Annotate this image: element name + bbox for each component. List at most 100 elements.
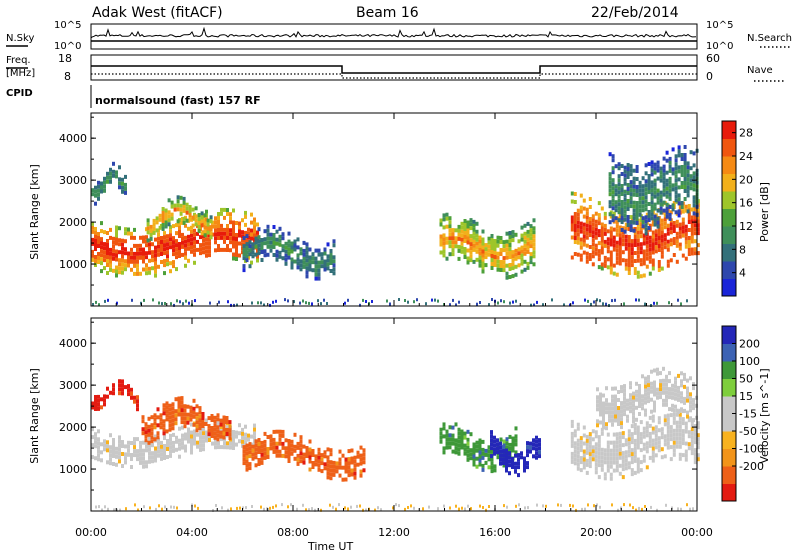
heatmap-cell (609, 262, 613, 267)
heatmap-cell (223, 215, 226, 220)
heatmap-cell (103, 254, 106, 259)
heatmap-cell (579, 440, 583, 445)
heatmap-cell (157, 240, 160, 245)
heatmap-cell (490, 266, 494, 270)
heatmap-cell (141, 427, 145, 432)
heatmap-cell (659, 166, 663, 171)
heatmap-cell (109, 461, 112, 466)
heatmap-cell (508, 455, 511, 460)
heatmap-cell (663, 414, 667, 419)
heatmap-cell (611, 394, 614, 399)
heatmap-cell (657, 232, 661, 236)
heatmap-cell (538, 446, 541, 451)
heatmap-cell (623, 384, 626, 389)
heatmap-cell (175, 251, 178, 256)
heatmap-cell (170, 200, 174, 205)
heatmap-cell (686, 165, 690, 170)
heatmap-cell (178, 454, 181, 459)
heatmap-cell (481, 229, 485, 234)
heatmap-cell (490, 461, 494, 466)
heatmap-cell (623, 408, 626, 413)
heatmap-cell (235, 430, 238, 435)
heatmap-cell (136, 437, 139, 442)
heatmap-cell (290, 241, 294, 246)
heatmap-cell (612, 460, 616, 465)
heatmap-cell (675, 219, 679, 224)
heatmap-cell (620, 188, 624, 192)
heatmap-cell (502, 461, 505, 466)
heatmap-cell (344, 457, 348, 462)
heatmap-cell (296, 245, 300, 250)
heatmap-cell (296, 257, 300, 262)
heatmap-cell (177, 400, 181, 405)
heatmap-cell (228, 428, 232, 433)
heatmap-cell (672, 241, 676, 245)
heatmap-cell (165, 405, 169, 410)
heatmap-cell (620, 389, 623, 394)
heatmap-cell (248, 264, 252, 269)
heatmap-cell (181, 433, 184, 438)
heatmap-cell (633, 239, 637, 243)
heatmap-cell (238, 241, 241, 246)
heatmap-cell (272, 241, 276, 245)
heatmap-cell (166, 447, 169, 451)
heatmap-cell (684, 204, 688, 209)
heatmap-cell (469, 250, 473, 255)
heatmap-cell (657, 448, 661, 453)
heatmap-cell (526, 221, 530, 226)
heatmap-cell (466, 236, 470, 241)
heatmap-cell (648, 439, 652, 444)
heatmap-cell (605, 302, 607, 306)
heatmap-cell (624, 266, 628, 271)
heatmap-cell (97, 252, 100, 256)
heatmap-cell (472, 247, 476, 252)
heatmap-cell (293, 448, 297, 453)
heatmap-cell (182, 216, 186, 221)
heatmap-cell (659, 379, 662, 384)
heatmap-cell (332, 267, 336, 272)
heatmap-cell (671, 391, 674, 396)
heatmap-cell (666, 223, 670, 228)
heatmap-cell (290, 261, 294, 266)
heatmap-cell (576, 462, 580, 467)
heatmap-cell (647, 383, 650, 388)
heatmap-cell (103, 242, 106, 247)
heatmap-cell (672, 448, 676, 453)
colorbar-swatch (722, 396, 736, 414)
heatmap-cell (651, 438, 655, 443)
heatmap-cell (94, 407, 97, 411)
heatmap-cell (448, 216, 452, 221)
heatmap-cell (532, 218, 536, 223)
heatmap-cell (157, 441, 160, 446)
heatmap-cell (245, 467, 249, 472)
heatmap-cell (675, 440, 679, 445)
heatmap-cell (121, 254, 124, 259)
heatmap-cell (684, 449, 688, 454)
heatmap-cell (576, 438, 580, 443)
heatmap-cell (130, 453, 133, 457)
heatmap-cell (193, 244, 196, 249)
heatmap-cell (617, 186, 621, 191)
heatmap-cell (523, 456, 526, 461)
heatmap-cell (591, 429, 595, 434)
heatmap-cell (526, 237, 530, 242)
heatmap-cell (302, 444, 306, 449)
heatmap-cell (672, 436, 676, 441)
heatmap-cell (660, 427, 664, 432)
heatmap-cell (644, 227, 648, 232)
heatmap-cell (162, 403, 166, 408)
heatmap-cell (648, 423, 652, 428)
heatmap-cell (287, 251, 291, 256)
velocity-colorbar-label: Velocity [m s^-1] (758, 368, 771, 463)
heatmap-cell (514, 438, 518, 443)
heatmap-cell (130, 465, 133, 469)
heatmap-cell (269, 446, 273, 451)
heatmap-cell (626, 215, 630, 219)
heatmap-cell (636, 465, 640, 470)
heatmap-cell (199, 443, 202, 448)
heatmap-cell (106, 247, 109, 251)
heatmap-cell (202, 439, 205, 444)
heatmap-cell (624, 226, 628, 231)
heatmap-cell (680, 507, 682, 511)
heatmap-cell (611, 422, 614, 427)
